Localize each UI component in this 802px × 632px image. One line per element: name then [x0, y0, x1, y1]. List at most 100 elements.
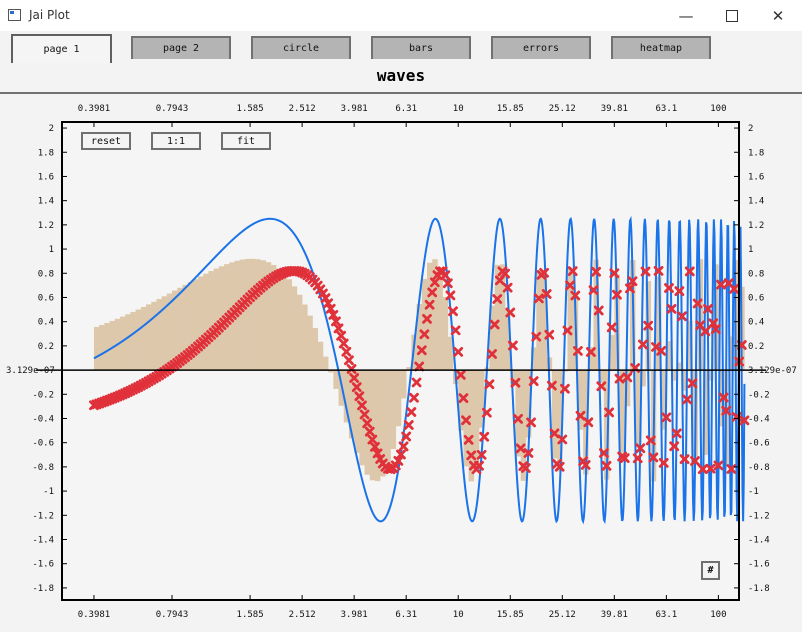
wave-line: [93, 215, 746, 525]
marker-point: [484, 379, 495, 390]
x-tick-label-top: 0.3981: [78, 104, 111, 114]
marker-point: [586, 347, 596, 357]
marker-point: [406, 407, 417, 417]
histogram-bar: [93, 326, 100, 371]
close-button[interactable]: ✕: [755, 0, 801, 31]
tab-label: heatmap: [639, 43, 683, 54]
maximize-button[interactable]: [709, 0, 755, 31]
histogram-bar: [442, 297, 449, 371]
one-to-one-label: 1:1: [166, 135, 186, 147]
marker-point: [710, 324, 721, 335]
marker-point: [677, 311, 687, 322]
y-tick-label-left: 1.4: [38, 197, 54, 207]
marker-point: [692, 298, 703, 309]
reset-button[interactable]: reset: [81, 132, 131, 150]
histogram-bar: [166, 293, 173, 371]
histogram-bar: [317, 341, 324, 371]
marker-point: [458, 393, 469, 404]
marker-point: [398, 441, 409, 452]
marker-point: [546, 380, 557, 391]
tab-circle[interactable]: circle: [251, 36, 351, 59]
marker-point: [557, 434, 568, 445]
histogram-bar: [734, 259, 740, 371]
histogram-bar: [494, 264, 501, 371]
histogram-bar: [510, 370, 516, 386]
app-icon: [8, 9, 21, 21]
marker-point: [703, 303, 713, 314]
tab-bars[interactable]: bars: [371, 36, 471, 59]
marker-point: [416, 345, 427, 356]
marker-point: [718, 392, 729, 403]
histogram-bar: [728, 336, 735, 371]
histogram-bar: [203, 273, 209, 371]
marker-point: [669, 441, 680, 452]
marker-point: [328, 309, 339, 320]
marker-point: [570, 290, 581, 301]
tab-heatmap[interactable]: heatmap: [611, 36, 711, 59]
histogram-bar: [104, 323, 110, 371]
marker-point: [729, 284, 739, 294]
tab-bar: page 1 page 2 circle bars errors heatmap: [0, 31, 802, 94]
marker-point: [463, 434, 474, 445]
histogram-bar: [479, 370, 485, 428]
tab-label: bars: [408, 43, 434, 54]
marker-point: [362, 418, 373, 429]
marker-point: [705, 463, 716, 474]
x-tick-label-bottom: 25.12: [549, 610, 576, 620]
marker-point: [500, 268, 510, 279]
tab-page-2[interactable]: page 2: [131, 36, 231, 59]
marker-point: [520, 463, 531, 473]
fit-button[interactable]: fit: [221, 132, 271, 150]
x-tick-label-top: 3.981: [341, 104, 368, 114]
tab-page-1[interactable]: page 1: [11, 34, 112, 63]
y-tick-label-right: 0.4: [748, 318, 764, 328]
marker-point: [612, 289, 622, 300]
marker-point: [318, 288, 328, 299]
histogram-bar: [603, 370, 610, 480]
histogram-bar: [296, 294, 303, 371]
marker-point: [505, 307, 516, 318]
histogram-bar: [390, 370, 397, 449]
grid-toggle-button[interactable]: #: [701, 561, 720, 580]
marker-point: [450, 325, 461, 336]
tab-errors[interactable]: errors: [491, 36, 591, 59]
marker-point: [424, 299, 435, 310]
x-tick-label-bottom: 39.81: [601, 610, 628, 620]
marker-point: [648, 452, 659, 463]
marker-point: [619, 453, 630, 463]
marker-point: [401, 431, 412, 442]
marker-point: [682, 394, 693, 405]
histogram-bar: [239, 259, 246, 371]
y-tick-label-right: -0.8: [748, 463, 770, 473]
marker-point: [599, 448, 609, 458]
y-tick-label-left: 0.6: [38, 293, 54, 303]
marker-point: [601, 460, 612, 471]
histogram-bar: [661, 370, 667, 430]
marker-point: [625, 283, 635, 294]
histogram-layer: [93, 258, 745, 482]
marker-point: [559, 383, 570, 394]
marker-point: [632, 453, 643, 464]
histogram-bar: [609, 335, 615, 371]
y-tick-label-right: 1: [748, 245, 753, 255]
marker-point: [351, 382, 362, 392]
plot-frame: [61, 121, 740, 601]
marker-point: [604, 407, 615, 418]
marker-point: [609, 268, 620, 279]
marker-point: [513, 414, 523, 424]
one-to-one-button[interactable]: 1:1: [151, 132, 201, 150]
marker-point: [445, 290, 456, 301]
marker-point: [622, 372, 633, 383]
marker-point: [479, 431, 490, 442]
y-tick-label-right: 1.2: [748, 221, 764, 231]
histogram-bar: [666, 341, 672, 371]
histogram-bar: [172, 290, 178, 371]
minimize-button[interactable]: —: [663, 0, 709, 31]
marker-point: [338, 338, 349, 349]
histogram-bar: [473, 370, 480, 469]
marker-point: [544, 329, 555, 340]
line-series-layer: [93, 215, 746, 525]
histogram-bar: [146, 304, 152, 371]
marker-point: [583, 417, 594, 428]
